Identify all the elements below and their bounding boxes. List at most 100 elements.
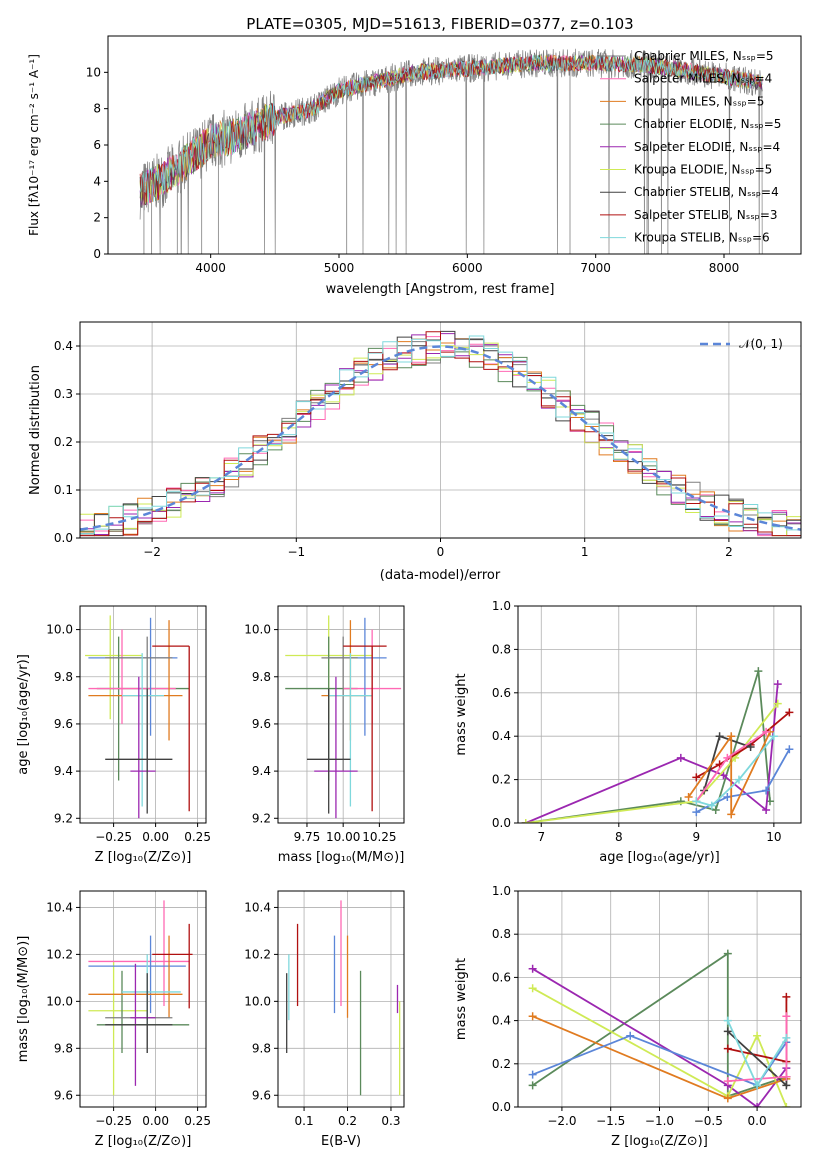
age-vs-mass-panel: 9.75 10.00 10.25 9.2 9.4 9.6 9.8 10.0 mass [log₁… <box>244 605 405 865</box>
histogram-ytick-label: 0.2 <box>54 435 73 449</box>
ytick-label: 0.4 <box>492 1014 511 1028</box>
series-marker <box>782 1081 791 1090</box>
spectrum-ylabel: Flux [fλ10⁻¹⁷ erg cm⁻² s⁻¹ A⁻¹] <box>27 54 41 236</box>
spectrum-legend: Chabrier MILES, Nₛₛₚ=5 Salpeter MILES, Nₛ… <box>600 49 781 245</box>
series-marker <box>528 1070 537 1079</box>
ytick-label: 9.4 <box>54 764 73 778</box>
ytick-label: 9.6 <box>54 1088 73 1102</box>
series-marker <box>762 786 771 795</box>
plot-marks <box>528 949 791 1107</box>
xtick-label: 0.1 <box>295 1114 314 1128</box>
series-marker <box>528 984 537 993</box>
series-marker <box>692 797 701 806</box>
ytick-label: 9.8 <box>54 1041 73 1055</box>
series-marker <box>769 732 778 741</box>
histogram-ytick-label: 0.1 <box>54 483 73 497</box>
series-line <box>703 735 751 791</box>
spectrum-xtick-label: 5000 <box>324 261 355 275</box>
series-marker <box>676 753 685 762</box>
ytick-label: 9.6 <box>54 717 73 731</box>
plot-marks <box>285 615 402 819</box>
series-marker <box>692 808 701 817</box>
spectrum-lines <box>139 48 763 254</box>
series-marker <box>723 1044 732 1053</box>
series-marker <box>727 810 736 819</box>
series-marker <box>723 753 732 762</box>
model-spectrum-line <box>139 54 763 205</box>
ytick-label: 9.8 <box>252 670 271 684</box>
xtick-label: 10 <box>766 830 781 844</box>
spectrum-title: PLATE=0305, MJD=51613, FIBERID=0377, z=0… <box>246 15 633 33</box>
legend-label: Kroupa MILES, Nₛₛₚ=5 <box>634 94 764 108</box>
spectrum-ytick-label: 8 <box>93 102 101 116</box>
xtick-label: −0.25 <box>95 1114 132 1128</box>
axes-frame <box>277 605 405 824</box>
histogram-xtick-label: 2 <box>725 545 733 559</box>
ytick-label: 0.6 <box>492 686 511 700</box>
yaxis-label: age [log₁₀(age/yr)] <box>16 654 31 775</box>
xtick-label: 0.00 <box>142 1114 169 1128</box>
yaxis-label: mass weight <box>454 958 469 1040</box>
axes-frame <box>79 890 207 1108</box>
series-marker <box>782 1103 791 1107</box>
spectrum-panel: PLATE=0305, MJD=51613, FIBERID=0377, z=0… <box>27 15 802 297</box>
legend-label: Chabrier ELODIE, Nₛₛₚ=5 <box>634 117 781 131</box>
ytick-label: 10.2 <box>244 947 271 961</box>
series-marker <box>723 949 732 958</box>
axes-frame <box>79 605 207 824</box>
ytick-label: 0.2 <box>492 773 511 787</box>
series-line <box>532 968 788 1107</box>
xtick-label: 0.25 <box>184 830 211 844</box>
series-marker <box>521 819 530 823</box>
xtick-label: 7 <box>537 830 545 844</box>
ytick-label: 9.8 <box>252 1041 271 1055</box>
series-marker <box>782 1033 791 1042</box>
histogram-panel: −2 −1 0 1 2 0.0 0.1 0.2 0.3 0.4 (data-model)/err… <box>28 321 802 583</box>
histogram-legend: 𝒩(0, 1) <box>700 337 783 351</box>
series-line <box>525 670 771 823</box>
xtick-label: −0.5 <box>694 1114 723 1128</box>
xaxis-label: Z [log₁₀(Z/Z⊙)] <box>611 1134 708 1149</box>
spectrum-ytick-label: 0 <box>93 247 101 261</box>
series-marker <box>785 708 794 717</box>
series-marker <box>782 1072 791 1081</box>
ytick-label: 9.2 <box>54 811 73 825</box>
series-marker <box>684 792 693 801</box>
series-line <box>687 731 771 815</box>
series-marker <box>753 1081 762 1090</box>
ytick-label: 9.6 <box>252 1088 271 1102</box>
series-line <box>532 1034 788 1087</box>
xaxis-label: age [log₁₀(age/yr)] <box>599 850 720 865</box>
ytick-label: 9.2 <box>252 811 271 825</box>
series-marker <box>773 680 782 689</box>
spectrum-xtick-label: 4000 <box>195 261 226 275</box>
ytick-label: 0.0 <box>492 1100 511 1114</box>
xtick-label: 0.25 <box>184 1114 211 1128</box>
histogram-ytick-label: 0.4 <box>54 339 73 353</box>
spectrum-xtick-label: 7000 <box>580 261 611 275</box>
histogram-ylabel: Normed distribution <box>28 365 43 495</box>
histogram-xtick-label: −1 <box>287 545 305 559</box>
ytick-label: 10.0 <box>46 994 73 1008</box>
spectrum-xlabel: wavelength [Angstrom, rest frame] <box>326 282 555 297</box>
series-line <box>696 735 775 807</box>
ytick-label: 9.8 <box>54 670 73 684</box>
ytick-label: 10.4 <box>244 900 271 914</box>
series-marker <box>762 727 771 736</box>
ytick-label: 10.0 <box>244 623 271 637</box>
spectrum-ytick-label: 6 <box>93 138 101 152</box>
xtick-label: −1.0 <box>645 1114 674 1128</box>
xtick-label: 9.75 <box>294 830 321 844</box>
ytick-label: 0.8 <box>492 927 511 941</box>
legend-label: Chabrier MILES, Nₛₛₚ=5 <box>634 49 774 63</box>
plot-marks <box>286 900 401 1096</box>
series-marker <box>528 1012 537 1021</box>
plot-marks <box>88 900 193 1096</box>
normal-distribution-curve <box>79 345 802 531</box>
ytick-label: 10.0 <box>46 623 73 637</box>
ytick-label: 0.0 <box>492 816 511 830</box>
yaxis-label: mass weight <box>454 673 469 755</box>
series-marker <box>785 745 794 754</box>
xtick-label: 9 <box>693 830 701 844</box>
model-spectrum-line <box>139 53 763 206</box>
